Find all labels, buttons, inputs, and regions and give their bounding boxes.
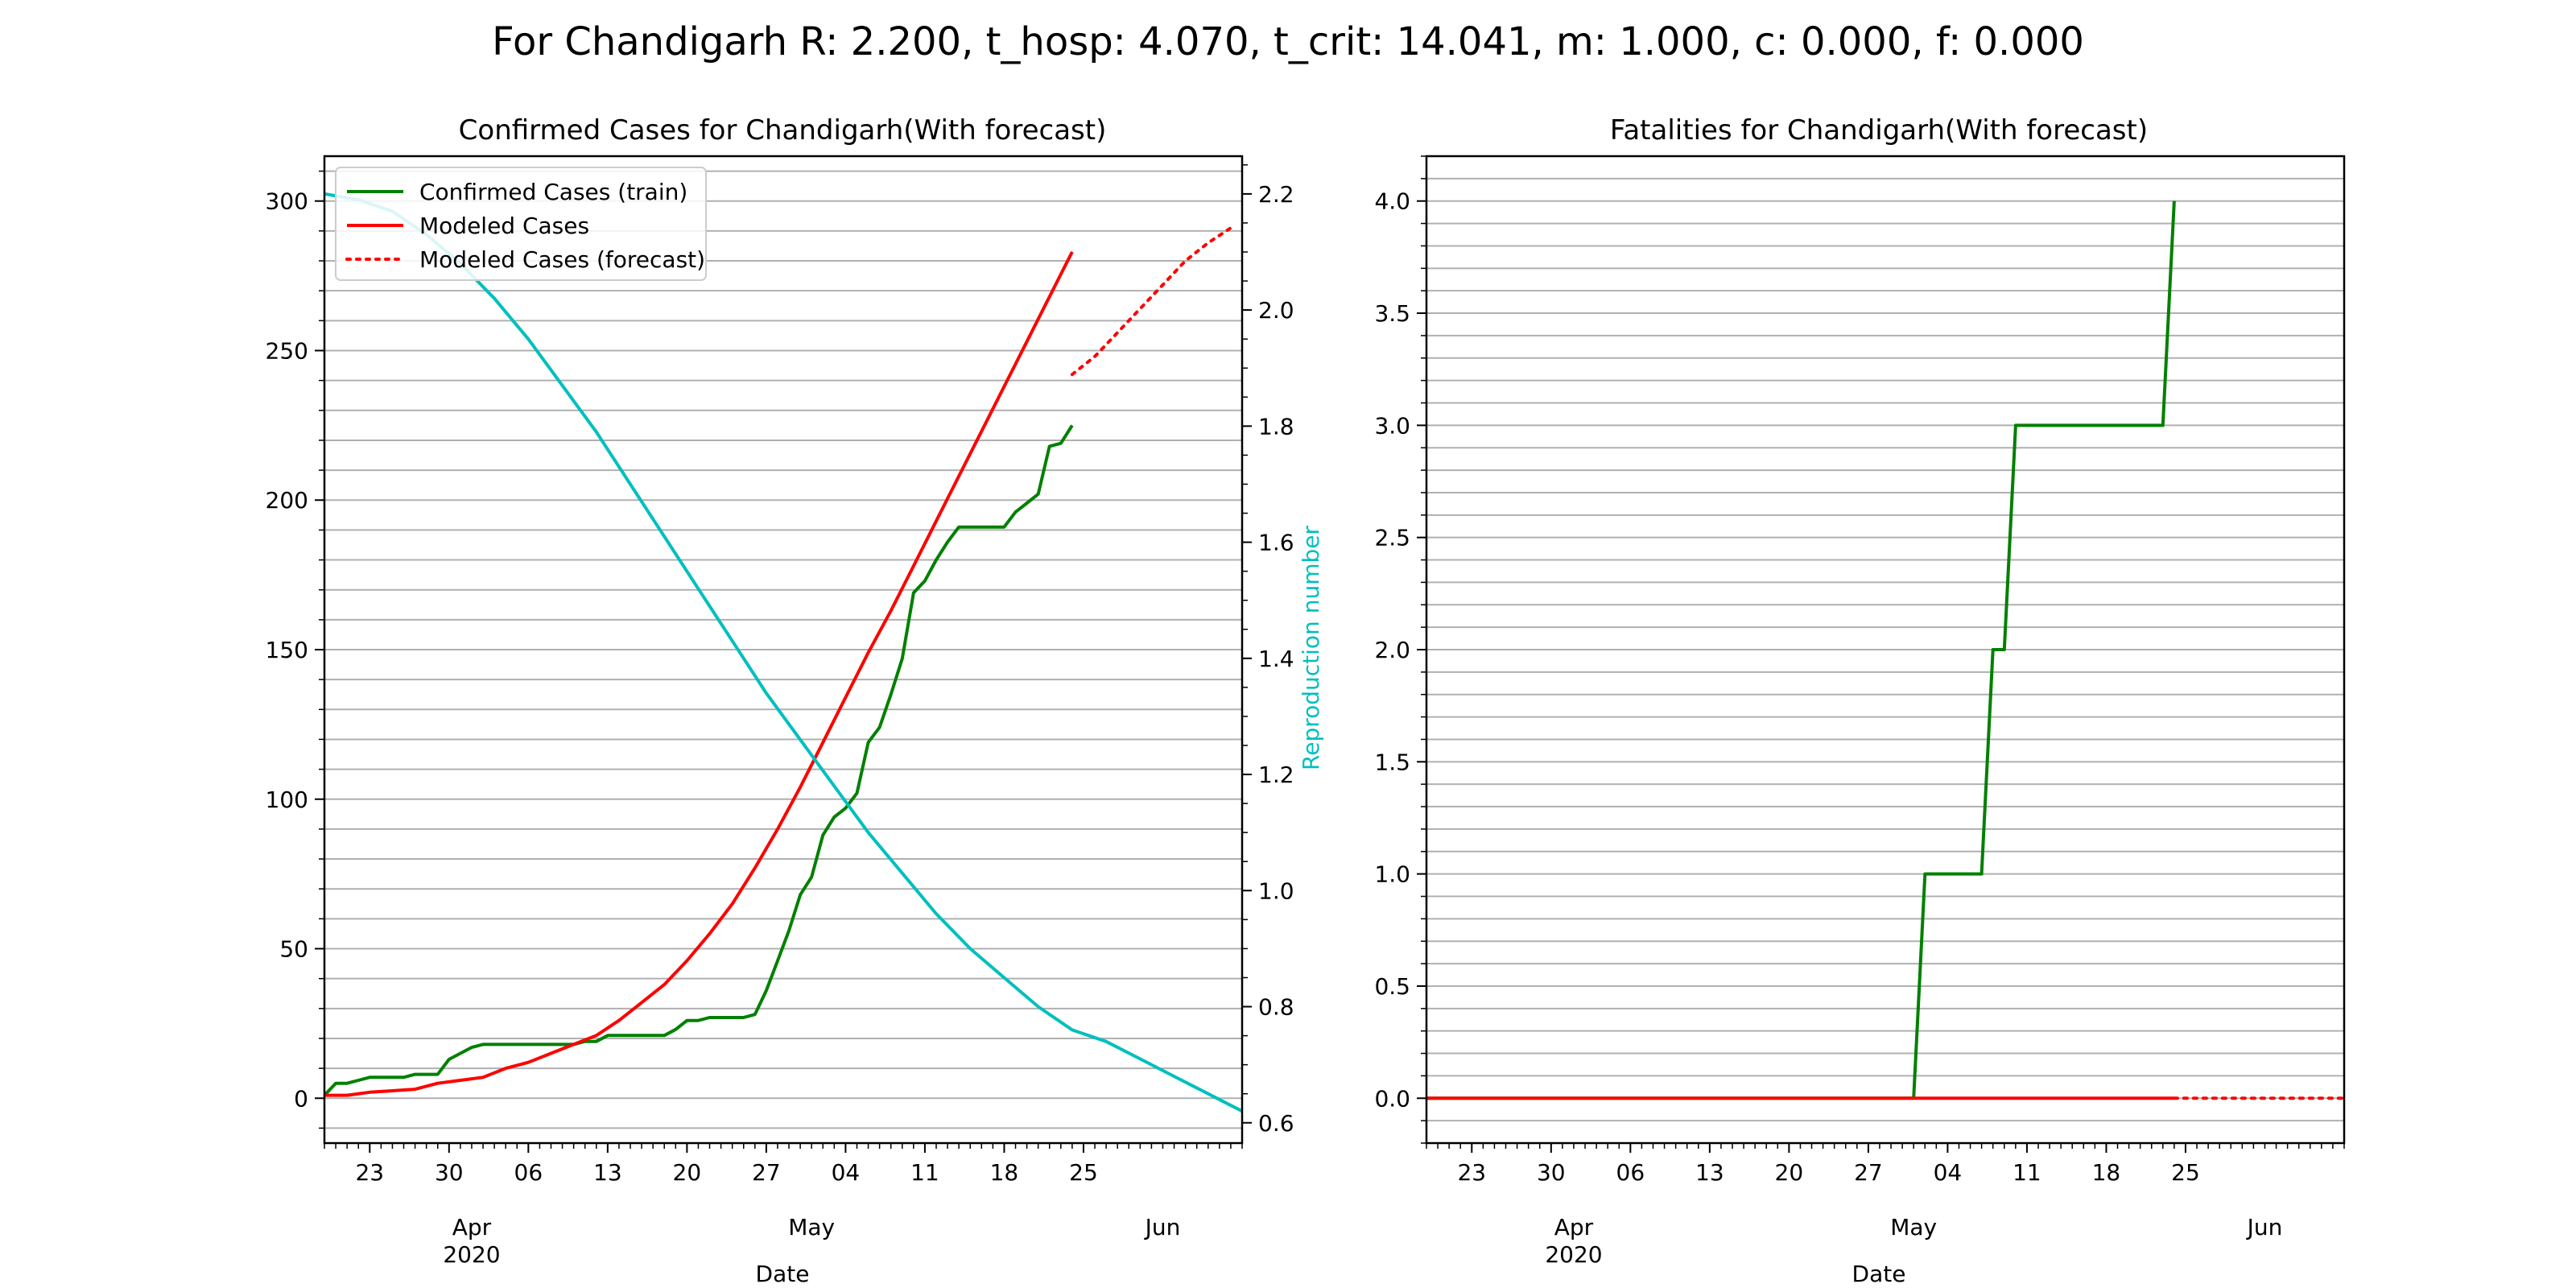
x-tick-label: 13 [593, 1159, 622, 1186]
y2-tick-label: 1.2 [1258, 762, 1294, 788]
panel-title: Confirmed Cases for Chandigarh(With fore… [459, 114, 1107, 147]
x-tick-label: 20 [673, 1159, 702, 1186]
x-tick-label: 11 [2013, 1159, 2041, 1186]
y-tick-label: 2.0 [1374, 637, 1410, 663]
x-tick-label: 04 [832, 1159, 861, 1186]
plot-frame [323, 155, 1244, 1145]
legend: Confirmed Cases (train) Modeled Cases Mode… [335, 167, 707, 281]
legend-box [335, 167, 707, 281]
x-tick-label: 23 [1457, 1159, 1486, 1186]
x-month-label: Jun [1144, 1214, 1181, 1241]
x-tick-label: 04 [1934, 1159, 1963, 1186]
y-tick-label: 0.5 [1374, 973, 1410, 1000]
x-tick-label: 06 [514, 1159, 543, 1186]
y2-tick-label: 1.0 [1258, 877, 1294, 904]
x-tick-label: 25 [1069, 1159, 1098, 1186]
y-tick-label: 0.0 [1374, 1085, 1410, 1112]
y-tick-label: 1.0 [1374, 861, 1410, 888]
y2-tick-label: 0.6 [1258, 1110, 1294, 1137]
x-tick-label: 23 [355, 1159, 384, 1186]
y-tick-label: 1.5 [1374, 749, 1410, 775]
y2-tick-label: 1.8 [1258, 413, 1294, 440]
y-tick-label: 200 [266, 487, 308, 514]
figure-title: For Chandigarh R: 2.200, t_hosp: 4.070, … [492, 19, 2084, 64]
x-month-label: Apr [1554, 1214, 1594, 1241]
x-axis-label: Date [1852, 1261, 1906, 1287]
x-tick-label: 30 [435, 1159, 464, 1186]
series-line-modeled-cases [324, 250, 1074, 1097]
x-month-label: Jun [2246, 1214, 2283, 1241]
y-tick-label: 250 [266, 337, 308, 364]
fatalities-panel: Fatalities for Chandigarh(With forecast)… [1374, 114, 2346, 1287]
y2-tick-label: 1.6 [1258, 530, 1294, 556]
legend-label: Confirmed Cases (train) [419, 179, 687, 205]
x-axis-label: Date [756, 1261, 810, 1287]
y-tick-label: 4.0 [1374, 188, 1410, 215]
x-tick-label: 06 [1616, 1159, 1645, 1186]
confirmed-cases-panel: Confirmed Cases for Chandigarh(With fore… [266, 114, 1324, 1287]
y-tick-label: 0 [294, 1085, 308, 1112]
y2-tick-label: 0.8 [1258, 994, 1294, 1021]
plot-frame [1425, 155, 2346, 1145]
x-tick-label: 27 [752, 1159, 781, 1186]
x-tick-label: 20 [1775, 1159, 1804, 1186]
y-tick-label: 2.5 [1374, 525, 1410, 551]
series-line-confirmed-cases-train [324, 424, 1074, 1096]
x-tick-label: 13 [1695, 1159, 1724, 1186]
y-tick-label: 3.0 [1374, 412, 1410, 439]
legend-label: Modeled Cases [419, 213, 589, 239]
legend-label: Modeled Cases (forecast) [419, 246, 705, 273]
y2-tick-label: 2.0 [1258, 297, 1294, 324]
x-month-label: May [1890, 1214, 1937, 1241]
x-tick-label: 30 [1537, 1159, 1566, 1186]
y-tick-label: 150 [266, 637, 308, 663]
y-tick-label: 50 [279, 936, 308, 963]
panel-title: Fatalities for Chandigarh(With forecast) [1610, 114, 2148, 147]
series-line [1426, 200, 2176, 1100]
y-tick-label: 300 [266, 188, 308, 215]
x-month-label: May [788, 1214, 835, 1241]
x-month-label: Apr [452, 1214, 492, 1241]
x-year-label: 2020 [443, 1241, 500, 1268]
y-tick-label: 100 [266, 786, 308, 813]
x-tick-label: 25 [2171, 1159, 2200, 1186]
x-tick-label: 18 [990, 1159, 1019, 1186]
y-tick-label: 3.5 [1374, 300, 1410, 327]
x-tick-label: 11 [910, 1159, 939, 1186]
series-line [324, 192, 1242, 1113]
x-tick-label: 18 [2092, 1159, 2121, 1186]
x-tick-label: 27 [1854, 1159, 1883, 1186]
series-line-modeled-cases-forecast [1070, 226, 1232, 377]
y2-axis-label: Reproduction number [1298, 526, 1324, 770]
y2-tick-label: 1.4 [1258, 646, 1294, 672]
y2-tick-label: 2.2 [1258, 181, 1294, 208]
x-year-label: 2020 [1545, 1241, 1602, 1268]
